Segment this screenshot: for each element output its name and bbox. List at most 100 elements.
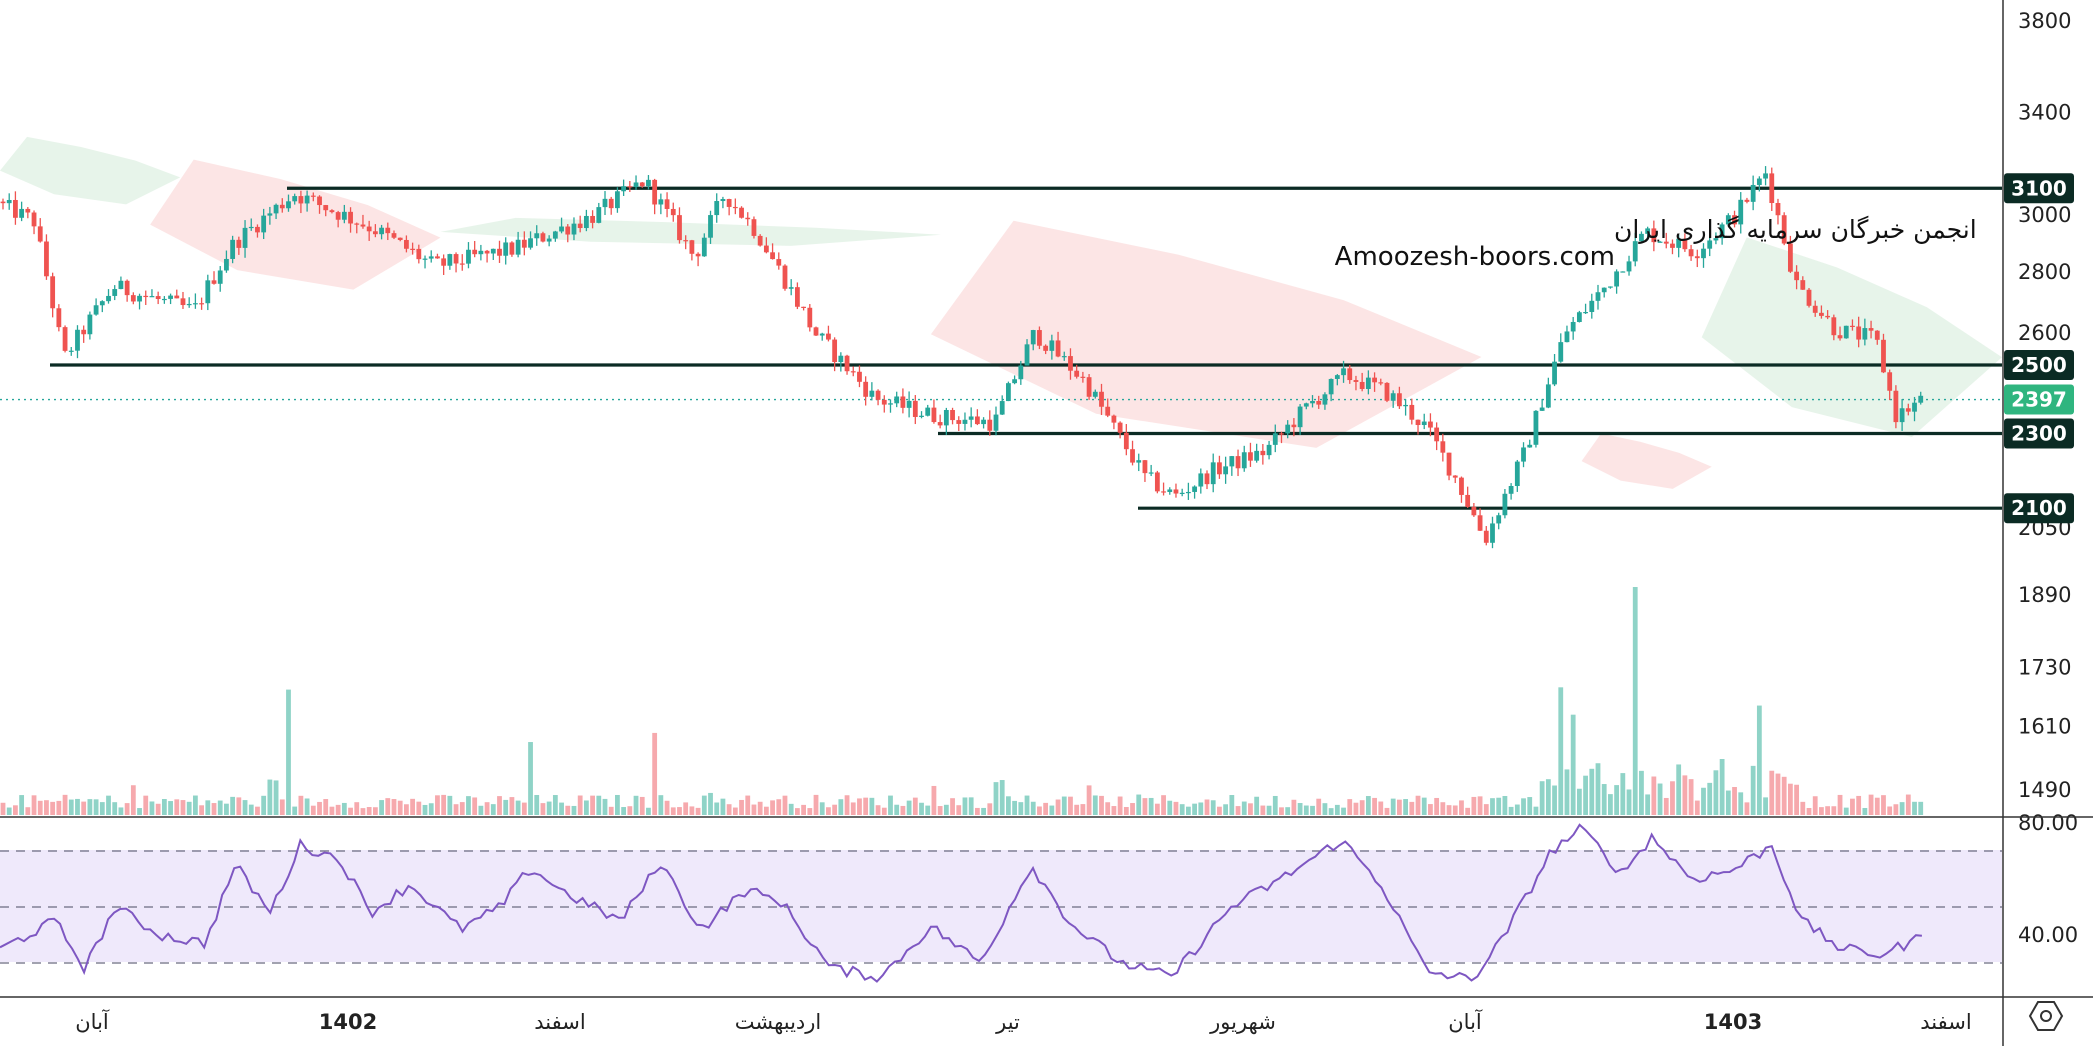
rsi-tick: 80.00: [2018, 811, 2078, 835]
volume-bar: [1527, 797, 1533, 815]
volume-bar: [87, 799, 93, 815]
volume-bar: [1657, 783, 1663, 815]
candle-body: [1477, 515, 1483, 531]
volume-bar: [1651, 776, 1657, 815]
candle-body: [1725, 215, 1731, 225]
volume-bar: [987, 803, 993, 815]
volume-bar: [304, 798, 310, 815]
candle-body: [826, 333, 831, 340]
volume-bar: [1477, 796, 1483, 815]
volume-bar: [857, 798, 862, 815]
candle-body: [1452, 475, 1458, 478]
candle-body: [1223, 466, 1229, 475]
volume-bar: [919, 802, 924, 815]
candle-body: [267, 213, 273, 216]
rsi-pane: 80.00 40.00: [0, 811, 2078, 983]
candle-body: [143, 295, 149, 298]
cloud-bearish-3: [930, 220, 1482, 448]
volume-bar: [1676, 764, 1682, 815]
volume-bar: [1688, 779, 1694, 815]
volume-bar: [577, 795, 583, 815]
volume-bar: [1396, 799, 1402, 815]
candle-body: [615, 191, 620, 209]
candle-body: [1837, 335, 1843, 339]
time-label: شهریور: [1209, 1010, 1276, 1034]
candle-body: [583, 215, 589, 229]
volume-bar: [1825, 806, 1831, 815]
volume-bar: [875, 805, 881, 815]
volume-bar: [261, 795, 267, 815]
candle-body: [832, 339, 838, 363]
volume-bar: [1794, 784, 1799, 815]
settings-icon[interactable]: [2028, 1001, 2064, 1031]
candle-body: [1322, 394, 1328, 405]
volume-bar: [844, 795, 850, 815]
volume-bar: [199, 805, 205, 815]
candle-body: [974, 416, 980, 425]
candle-body: [1806, 289, 1812, 306]
candle-body: [801, 306, 807, 308]
volume-bar: [819, 802, 825, 815]
volume-bar: [1111, 806, 1117, 815]
volume-bar: [236, 797, 242, 815]
volume-bar: [1167, 800, 1173, 815]
candle-body: [1372, 377, 1377, 383]
volume-bar: [118, 807, 124, 815]
volume-bar: [410, 798, 416, 815]
volume-bar: [708, 792, 713, 815]
time-label: آبان: [75, 1009, 110, 1034]
volume-bar: [701, 795, 707, 815]
volume-bar: [801, 804, 807, 815]
candle-body: [1539, 407, 1545, 411]
volume-bar: [1198, 802, 1204, 815]
volume-bar: [1514, 804, 1520, 815]
volume-bar: [900, 805, 906, 815]
candle-body: [174, 295, 180, 299]
volume-bar: [490, 804, 496, 815]
volume-bar: [1539, 781, 1545, 815]
volume-bar: [1316, 798, 1322, 815]
candle-body: [838, 355, 844, 363]
volume-bar: [1632, 587, 1638, 815]
candle-body: [1030, 330, 1036, 345]
volume-bar: [1887, 806, 1893, 815]
volume-bar: [540, 803, 546, 815]
candle-body: [1787, 243, 1793, 272]
volume-bar: [925, 805, 931, 815]
candle-body: [255, 226, 260, 233]
candle-body: [1694, 256, 1700, 259]
volume-bar: [1266, 805, 1272, 815]
price-label-text: 2397: [2011, 388, 2067, 412]
candle-body: [1719, 224, 1725, 239]
volume-bar: [583, 800, 589, 815]
volume-bar: [1204, 799, 1210, 815]
volume-bar: [1384, 807, 1390, 815]
candle-body: [186, 303, 192, 306]
candle-body: [230, 239, 236, 259]
volume-bar: [912, 797, 918, 815]
candle-body: [1819, 312, 1824, 316]
candle-body: [1620, 271, 1626, 273]
candle-body: [1297, 406, 1303, 428]
volume-bar: [1030, 801, 1036, 815]
price-labels: 3100 2500 2300 2100 2397: [2004, 173, 2074, 524]
volume-bar: [1856, 795, 1862, 815]
candle-body: [1831, 317, 1837, 336]
volume-bar: [1707, 782, 1713, 815]
time-axis[interactable]: آبان 1402 اسفند اردیبهشت تیر شهریور آبان 1403 اس…: [75, 1009, 1971, 1034]
volume-bar: [571, 805, 577, 815]
volume-bar: [279, 799, 285, 815]
candle-body: [1496, 515, 1502, 524]
volume-bar: [130, 785, 136, 815]
volume-bar: [186, 801, 192, 815]
volume-bar: [1620, 773, 1626, 815]
volume-bar: [999, 780, 1005, 815]
candle-body: [1217, 462, 1222, 475]
candle-body: [1130, 449, 1135, 463]
candle-body: [68, 350, 74, 352]
volume-bar: [1905, 794, 1911, 815]
watermark-line2: Amoozesh-boors.com: [1335, 242, 1615, 272]
